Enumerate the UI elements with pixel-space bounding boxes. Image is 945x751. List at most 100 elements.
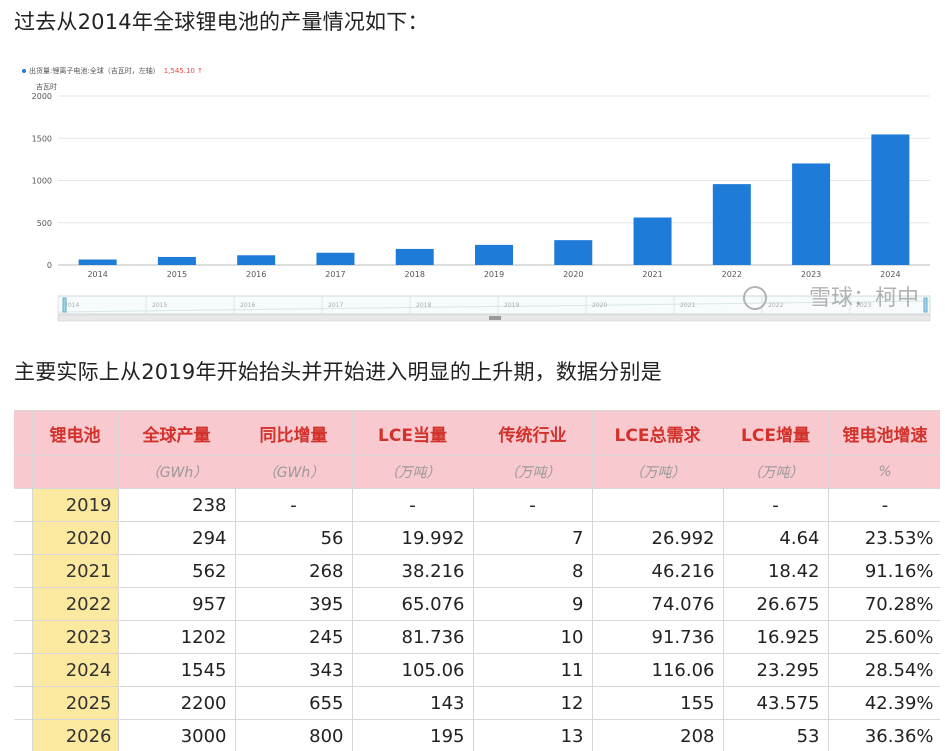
table-cell: 26.675 bbox=[722, 587, 829, 621]
data-table-container: 锂电池 全球产量 同比增量 LCE当量 传统行业 LCE总需求 LCE增量 锂电… bbox=[14, 410, 940, 751]
table-cell: 42.39% bbox=[827, 686, 940, 720]
navigator-label: 2014 bbox=[64, 302, 79, 309]
table-body: 2019 238- - - - -2020 294 56 19.992 7 26.992 4.64 23… bbox=[14, 488, 940, 751]
table-cell: 4.64 bbox=[722, 521, 829, 555]
intro-text: 过去从2014年全球锂电池的产量情况如下： bbox=[14, 10, 429, 34]
table-cell: 155 bbox=[591, 686, 724, 720]
x-tick-label: 2014 bbox=[87, 270, 107, 279]
table-cell: 28.54% bbox=[827, 653, 940, 687]
table-row: 2019 238- - - - - bbox=[14, 488, 940, 522]
navigator-label: 2018 bbox=[416, 302, 431, 309]
table-cell: 294 bbox=[117, 521, 236, 555]
watermark: 雪球：柯中 bbox=[809, 286, 919, 311]
table-cell: 8 bbox=[472, 554, 593, 588]
table-cell: 562 bbox=[117, 554, 236, 588]
table-cell: 12 bbox=[472, 686, 593, 720]
table-cell: 91.736 bbox=[591, 620, 724, 654]
table-cell: 208 bbox=[591, 719, 724, 751]
x-tick-label: 2024 bbox=[880, 270, 900, 279]
year-cell: 2026 bbox=[31, 719, 119, 751]
table-cell: 2200 bbox=[117, 686, 236, 720]
x-tick-label: 2021 bbox=[642, 270, 662, 279]
table-row: 2025 2200 655 143 12 155 43.575 42.39% bbox=[14, 686, 940, 720]
bar bbox=[633, 217, 672, 265]
table-row: 2022 957 395 65.076 9 74.076 26.675 70.28% bbox=[14, 587, 940, 621]
table-cell: 38.216 bbox=[351, 554, 474, 588]
x-tick-label: 2018 bbox=[405, 270, 425, 279]
header-cell: LCE增量 bbox=[722, 410, 829, 456]
table-cell: 105.06 bbox=[351, 653, 474, 687]
table-cell: 70.28% bbox=[827, 587, 940, 621]
unit-cell: （万吨） bbox=[472, 455, 593, 489]
navigator-label: 2020 bbox=[592, 302, 607, 309]
table-cell: 26.992 bbox=[591, 521, 724, 555]
navigator-handle-left[interactable] bbox=[62, 297, 67, 313]
table-cell: 25.60% bbox=[827, 620, 940, 654]
table-row: 2020 294 56 19.992 7 26.992 4.64 23.53% bbox=[14, 521, 940, 555]
navigator-series bbox=[57, 300, 931, 313]
table-header-row: 锂电池 全球产量 同比增量 LCE当量 传统行业 LCE总需求 LCE增量 锂电… bbox=[14, 410, 940, 456]
x-tick-label: 2020 bbox=[563, 270, 583, 279]
bar bbox=[237, 255, 276, 265]
year-cell: 2019 bbox=[31, 488, 119, 522]
table-cell: 74.076 bbox=[591, 587, 724, 621]
table-cell: - bbox=[234, 488, 353, 522]
year-cell: 2024 bbox=[31, 653, 119, 687]
table-cell: 65.076 bbox=[351, 587, 474, 621]
header-cell: 传统行业 bbox=[472, 410, 593, 456]
header-cell: 锂电池增速 bbox=[827, 410, 940, 456]
table-cell: 16.925 bbox=[722, 620, 829, 654]
table-cell: 36.36% bbox=[827, 719, 940, 751]
x-tick-label: 2015 bbox=[167, 270, 187, 279]
navigator-handle-right[interactable] bbox=[923, 297, 928, 313]
table-cell: 238 bbox=[117, 488, 236, 522]
navigator-track bbox=[57, 295, 931, 315]
legend-label: 出货量:锂离子电池:全球（吉瓦时，左轴） bbox=[29, 67, 160, 75]
y-tick-label: 0 bbox=[47, 261, 52, 270]
unit-cell: （万吨） bbox=[351, 455, 474, 489]
scrollbar-grip bbox=[489, 316, 501, 320]
unit-cell: % bbox=[827, 455, 940, 489]
section-text: 主要实际上从2019年开始抬头并开始进入明显的上升期，数据分别是 bbox=[14, 360, 662, 384]
table-cell: 13 bbox=[472, 719, 593, 751]
x-tick-label: 2017 bbox=[325, 270, 345, 279]
year-cell: 2023 bbox=[31, 620, 119, 654]
bar bbox=[157, 256, 196, 265]
table-cell: 53 bbox=[722, 719, 829, 751]
year-cell: 2021 bbox=[31, 554, 119, 588]
y-tick-label: 1500 bbox=[32, 134, 52, 143]
table-row: 2026 3000 800 195 13 208 53 36.36% bbox=[14, 719, 940, 751]
header-cell: 锂电池 bbox=[31, 410, 119, 456]
table-row: 2023 1202 245 81.736 10 91.736 16.925 25.60% bbox=[14, 620, 940, 654]
header-cell: LCE总需求 bbox=[591, 410, 724, 456]
bar bbox=[554, 240, 593, 265]
chart-legend[interactable]: 出货量:锂离子电池:全球（吉瓦时，左轴） 1,545.10 ↑ bbox=[22, 66, 203, 76]
legend-marker bbox=[22, 69, 26, 73]
legend-value: 1,545.10 ↑ bbox=[163, 67, 203, 75]
y-tick-label: 2000 bbox=[32, 92, 52, 101]
table-cell: 81.736 bbox=[351, 620, 474, 654]
navigator-label: 2021 bbox=[680, 302, 695, 309]
x-tick-label: 2019 bbox=[484, 270, 504, 279]
table-cell: 655 bbox=[234, 686, 353, 720]
navigator-label: 2016 bbox=[240, 302, 255, 309]
table-cell: 18.42 bbox=[722, 554, 829, 588]
table-cell: 800 bbox=[234, 719, 353, 751]
table-cell: 46.216 bbox=[591, 554, 724, 588]
table-cell: 3000 bbox=[117, 719, 236, 751]
unit-cell: （GWh） bbox=[234, 455, 353, 489]
table-cell: 9 bbox=[472, 587, 593, 621]
table-cell: 395 bbox=[234, 587, 353, 621]
bar bbox=[395, 248, 434, 265]
y-tick-label: 1000 bbox=[32, 177, 52, 186]
header-cell: LCE当量 bbox=[351, 410, 474, 456]
x-tick-label: 2023 bbox=[801, 270, 821, 279]
bar bbox=[792, 163, 831, 265]
table-cell: 195 bbox=[351, 719, 474, 751]
chart-canvas: 2000 1500 1000 500 0 2014 2015 2016 2017 2018 2019… bbox=[32, 92, 931, 322]
table-row: 2024 1545 343 105.06 11 116.06 23.295 28.54% bbox=[14, 653, 940, 687]
bar bbox=[871, 134, 910, 265]
bar bbox=[78, 259, 117, 265]
table-cell: 1545 bbox=[117, 653, 236, 687]
x-tick-label: 2022 bbox=[722, 270, 742, 279]
